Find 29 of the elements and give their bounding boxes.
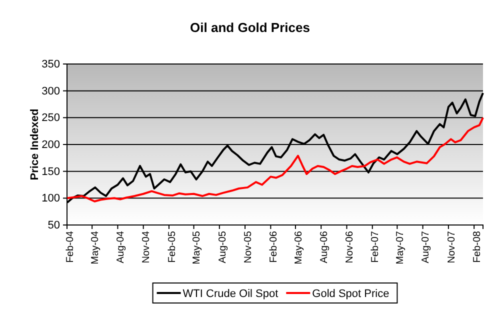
y-tick-label: 50 xyxy=(48,220,60,232)
x-tick-label: Nov-07 xyxy=(446,230,458,264)
legend-label: Gold Spot Price xyxy=(312,288,390,300)
y-tick-label: 350 xyxy=(42,58,60,71)
x-tick-label: Nov-04 xyxy=(141,230,152,264)
y-tick-label: 200 xyxy=(42,139,60,152)
x-tick-label: Aug-06 xyxy=(318,230,330,264)
x-tick-label: Feb-07 xyxy=(370,230,382,263)
chart-title: Oil and Gold Prices xyxy=(190,20,310,35)
x-tick-label: Nov-06 xyxy=(344,230,356,264)
x-tick-label: Aug-04 xyxy=(116,230,127,264)
y-tick-label: 300 xyxy=(42,85,60,98)
x-tick-label: Nov-05 xyxy=(242,230,254,264)
x-tick-label: Aug-05 xyxy=(217,230,228,264)
y-tick-label: 250 xyxy=(42,112,60,124)
x-tick-label: Feb-06 xyxy=(268,230,280,263)
y-tick-label: 100 xyxy=(42,192,60,205)
x-tick-label: Aug-07 xyxy=(420,230,432,264)
x-tick-label: May-05 xyxy=(192,230,203,264)
line-series xyxy=(66,116,484,202)
x-tick-label: May-04 xyxy=(90,230,101,264)
x-tick-label: May-07 xyxy=(395,230,406,264)
y-axis-title: Price Indexed xyxy=(29,108,41,180)
x-tick-label: May-06 xyxy=(293,230,304,264)
x-tick-label: Feb-08 xyxy=(472,230,483,263)
y-tick-label: 150 xyxy=(42,166,60,178)
x-tick-label: Feb-05 xyxy=(166,230,178,263)
legend-label: WTI Crude Oil Spot xyxy=(182,288,278,300)
x-tick-label: Feb-04 xyxy=(64,230,76,263)
